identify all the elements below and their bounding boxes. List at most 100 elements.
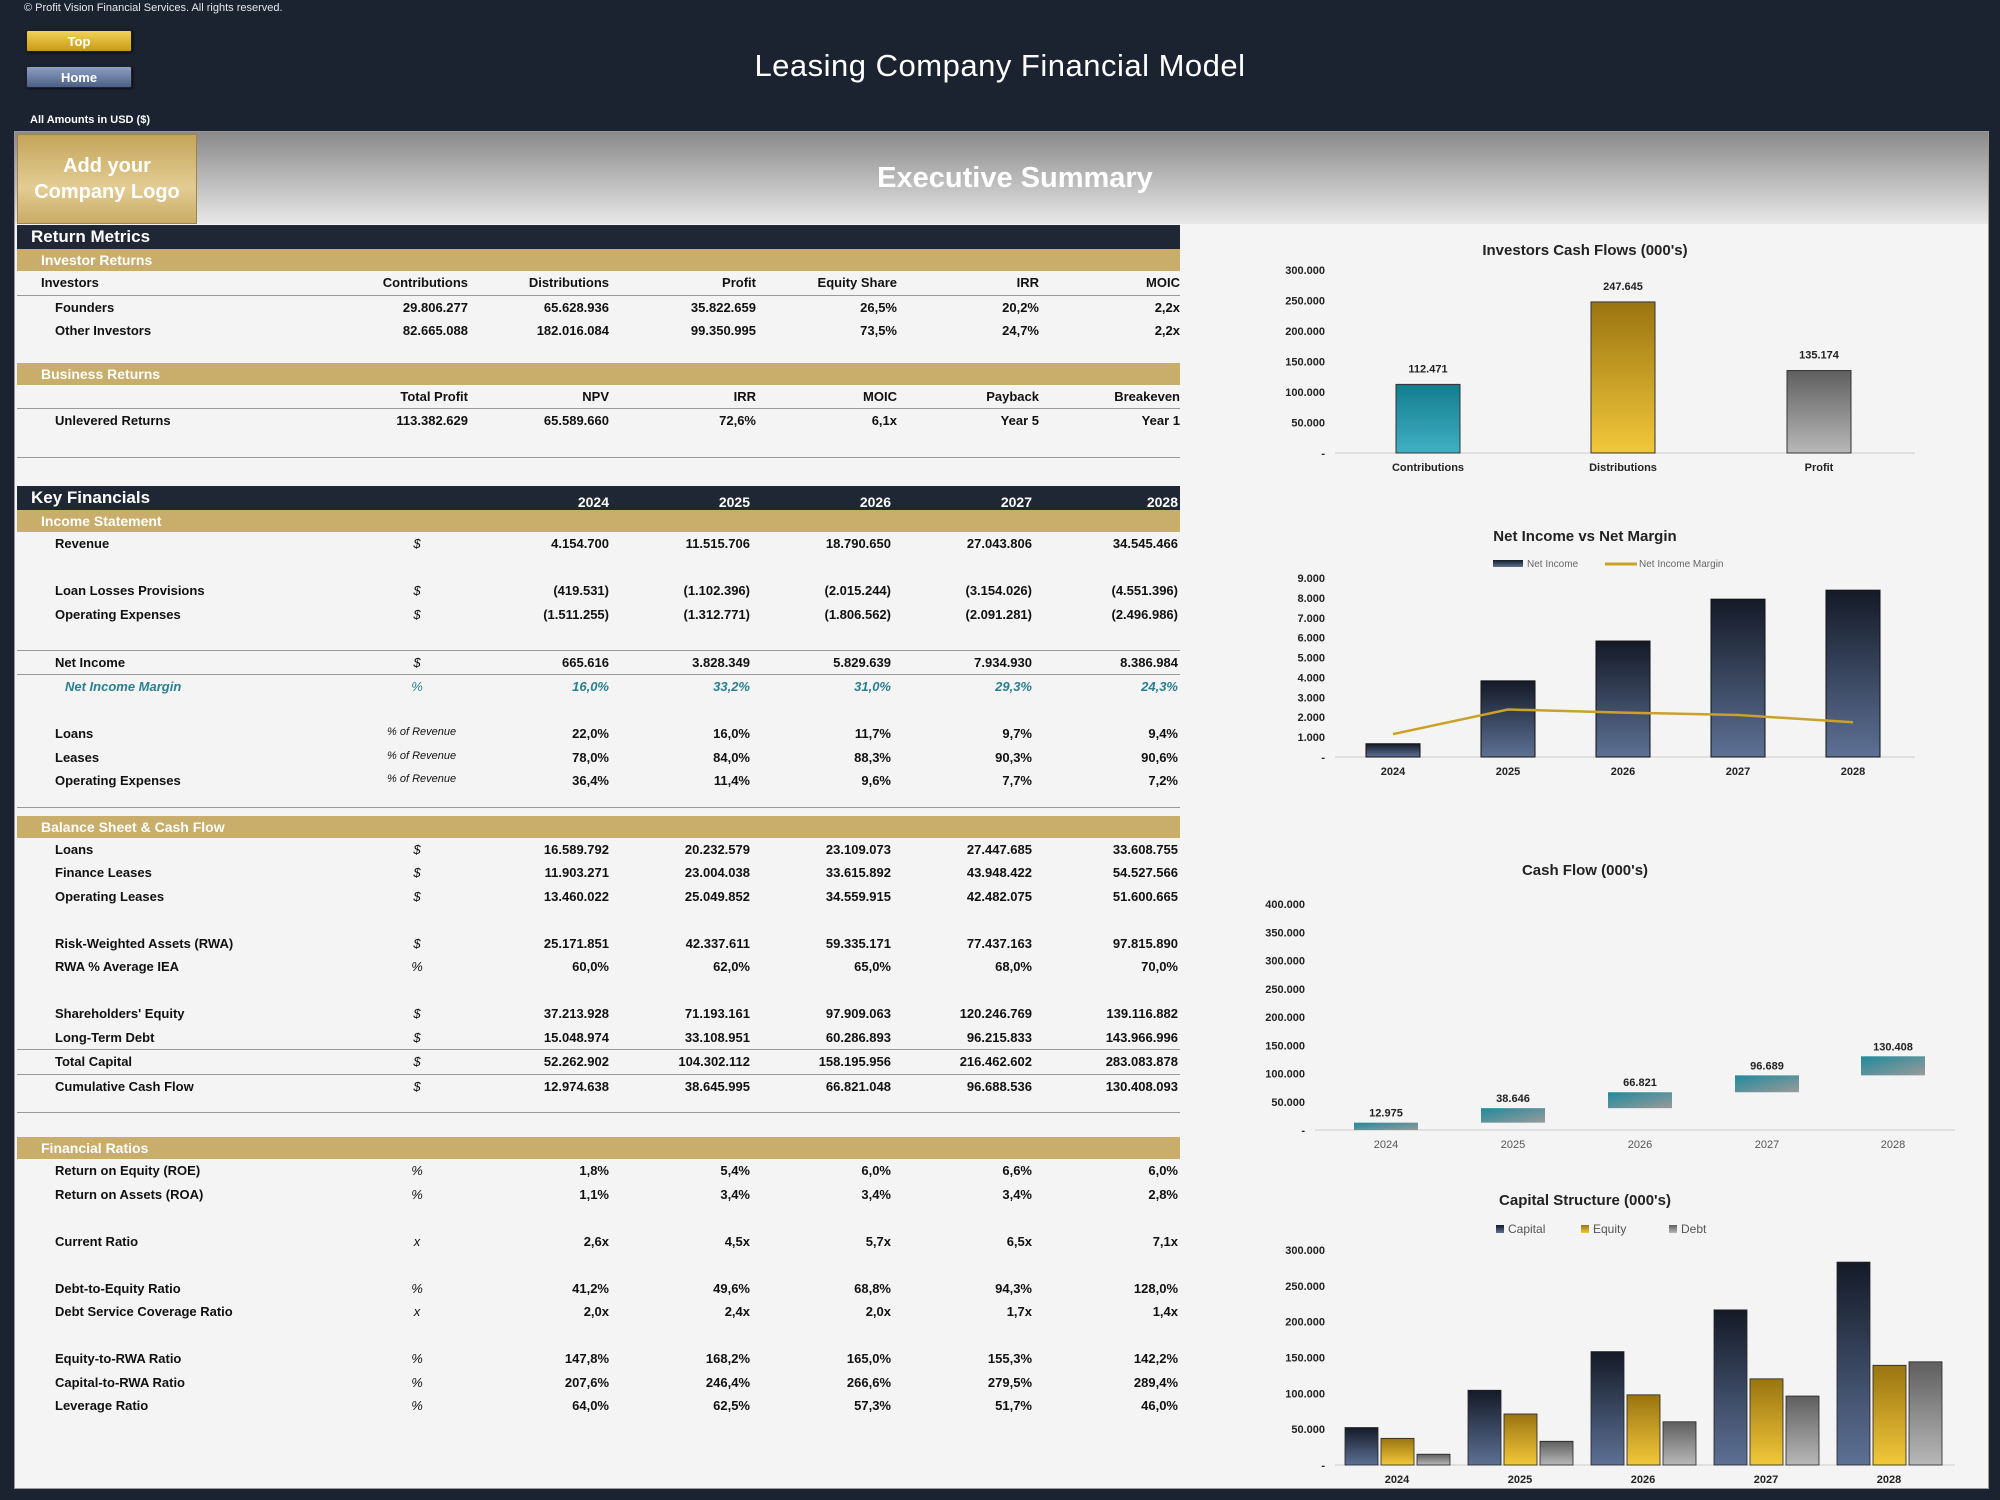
bar <box>1380 1437 1415 1466</box>
unit-label: $ <box>413 935 421 951</box>
cell-value: 65,0% <box>854 959 891 974</box>
cell-value: 2,0x <box>583 1304 609 1319</box>
cell-value: 2,2x <box>1154 299 1180 315</box>
x-tick-label: 2025 <box>1508 1474 1532 1486</box>
table-row: Return on Equity (ROE)% 1,8% 5,4% 6,0% 6,6% 6… <box>17 1159 1180 1183</box>
bar <box>1749 1378 1784 1466</box>
bar <box>1503 1413 1538 1466</box>
unit-label: $ <box>413 865 421 880</box>
cell-value: 12.974.638 <box>543 1078 609 1094</box>
row-label: Operating Expenses <box>55 773 181 788</box>
row-label: Debt-to-Equity Ratio <box>55 1280 181 1296</box>
x-tick-label: 2028 <box>1881 1139 1905 1150</box>
cell-value: 36,4% <box>572 773 609 788</box>
y-tick-label: - <box>1321 752 1325 764</box>
cell-value: (2.496.986) <box>1111 606 1179 622</box>
row-label: RWA % Average IEA <box>55 959 180 974</box>
bar <box>1735 1075 1799 1093</box>
table-row: Capital-to-RWA Ratio% 207,6% 246,4% 266,6% 2… <box>17 1371 1180 1395</box>
cell-value: 11.903.271 <box>544 865 609 880</box>
cell-value: 283.083.878 <box>1105 1054 1178 1069</box>
home-button[interactable]: Home <box>26 66 132 88</box>
cell-value: 9,6% <box>861 773 891 788</box>
row-label: Long-Term Debt <box>55 1029 155 1045</box>
x-tick-label: Contributions <box>1392 462 1464 474</box>
bar <box>1354 1122 1418 1130</box>
copyright-text: © Profit Vision Financial Services. All … <box>24 2 283 14</box>
top-button[interactable]: Top <box>26 30 132 52</box>
x-tick-label: 2025 <box>1501 1139 1525 1150</box>
row-label: Cumulative Cash Flow <box>55 1078 194 1094</box>
cell-value: 143.966.996 <box>1105 1029 1178 1045</box>
cell-value: 7,7% <box>1002 773 1032 788</box>
x-tick-label: 2024 <box>1381 766 1406 778</box>
cell-value: 96.688.536 <box>966 1078 1032 1094</box>
y-tick-label: 250.000 <box>1265 984 1305 996</box>
row-label: Current Ratio <box>55 1233 139 1249</box>
cell-value: 70,0% <box>1141 959 1178 974</box>
cell-value: 20,2% <box>1002 299 1039 315</box>
legend-swatch <box>1493 560 1523 567</box>
bar <box>1480 680 1536 758</box>
table-row: Operating Expenses $ (1.511.255) (1.312.771… <box>17 603 1180 627</box>
column-header: Distributions <box>528 275 609 290</box>
table-row: Loan Losses Provisions $ (419.531) (1.102.3… <box>17 579 1180 603</box>
y-tick-label: 300.000 <box>1285 265 1325 277</box>
row-label: Net Income Margin <box>65 679 182 694</box>
y-tick-label: 200.000 <box>1265 1012 1305 1024</box>
y-tick-label: - <box>1301 1125 1305 1137</box>
x-tick-label: 2028 <box>1877 1474 1901 1486</box>
cell-value: 33.608.755 <box>1112 841 1178 857</box>
y-tick-label: - <box>1321 448 1325 460</box>
bar <box>1365 743 1421 758</box>
cell-value: 5,7x <box>865 1233 891 1249</box>
cell-value: 147,8% <box>564 1351 609 1366</box>
year-header: 2024 <box>577 494 609 510</box>
x-tick-label: 2027 <box>1755 1139 1779 1150</box>
unit-label: % <box>411 959 423 974</box>
cell-value: 77.437.163 <box>966 935 1032 951</box>
cell-value: 42.337.611 <box>685 935 750 951</box>
unit-label: x <box>413 1304 421 1319</box>
company-logo-placeholder[interactable]: Add your Company Logo <box>17 134 197 224</box>
y-tick-label: 100.000 <box>1285 387 1325 399</box>
y-tick-label: 8.000 <box>1297 593 1325 605</box>
unit-label: $ <box>413 536 421 551</box>
cell-value: (2.015.244) <box>824 583 892 598</box>
cell-value: 104.302.112 <box>678 1054 750 1069</box>
row-label: Operating Expenses <box>55 606 181 622</box>
cell-value: (4.551.396) <box>1111 583 1179 598</box>
cell-value: 60.286.893 <box>825 1029 891 1045</box>
cell-value: 90,6% <box>1141 749 1178 765</box>
year-header: 2028 <box>1146 494 1178 510</box>
cell-value: 279,5% <box>987 1374 1032 1390</box>
row-label: Revenue <box>55 536 110 551</box>
x-tick-label: 2026 <box>1631 1474 1655 1486</box>
cell-value: 1,7x <box>1006 1304 1032 1319</box>
bar <box>1710 598 1766 758</box>
cell-value: Year 5 <box>1000 413 1039 428</box>
year-header: 2027 <box>1000 494 1032 510</box>
chart-title: Net Income vs Net Margin <box>1493 528 1677 545</box>
cell-value: 2,0x <box>865 1304 891 1319</box>
y-tick-label: 1.000 <box>1297 732 1325 744</box>
legend-label: Debt <box>1681 1222 1707 1236</box>
income-statement-header: Income Statement <box>17 510 1180 532</box>
unit-label: % of Revenue <box>387 749 457 762</box>
row-label: Loan Losses Provisions <box>55 583 205 598</box>
table-row: Operating Expenses % of Revenue 36,4% 11,4%… <box>17 769 1180 793</box>
cell-value: 15.048.974 <box>543 1029 609 1045</box>
row-label: Other Investors <box>55 323 152 338</box>
legend-label: Net Income <box>1527 559 1579 570</box>
x-tick-label: Distributions <box>1589 462 1657 474</box>
cell-value: 41,2% <box>572 1280 609 1296</box>
y-tick-label: 5.000 <box>1297 653 1325 665</box>
data-label: 38.646 <box>1496 1093 1530 1105</box>
cell-value: 207,6% <box>564 1374 609 1390</box>
unit-label: % of Revenue <box>387 726 457 738</box>
cell-value: 7,2% <box>1148 773 1178 788</box>
cash-flow-chart: Cash Flow (000's) - 50.000 100.000 150.000 2… <box>1215 862 1955 1150</box>
row-label: Loans <box>55 726 94 741</box>
unit-label: $ <box>413 654 421 670</box>
year-header: 2025 <box>718 494 750 510</box>
